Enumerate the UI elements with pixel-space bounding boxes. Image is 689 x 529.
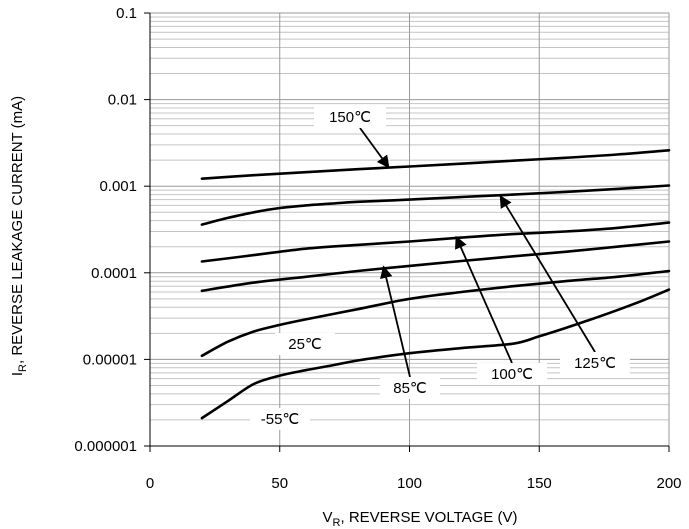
series-line [200, 184, 671, 226]
annotation-label: 25℃ [288, 336, 322, 353]
annotation-label: 85℃ [393, 380, 427, 397]
annotation-label: 150℃ [329, 109, 371, 126]
annotation-box [250, 408, 310, 430]
x-tick-label: 50 [271, 475, 288, 492]
annotation-box [275, 333, 335, 355]
x-axis-title: VR, REVERSE VOLTAGE (V) [323, 509, 518, 529]
axes: 0.000001 0.00001 0.0001 0.001 0.01 0.1 0 50 100 1… [74, 5, 681, 492]
annotation-box [560, 352, 630, 374]
annotation-box [477, 363, 547, 385]
y-tick-label: 0.0001 [91, 265, 137, 282]
series-line [200, 221, 671, 263]
x-tick-label: 200 [656, 475, 681, 492]
annotation-box [380, 377, 440, 399]
y-tick-label: 0.000001 [74, 438, 137, 455]
annotation-arrow [455, 235, 513, 364]
annotation-arrow [359, 127, 390, 169]
series-line [200, 288, 671, 420]
series-line [200, 240, 671, 293]
x-tick-label: 150 [527, 475, 552, 492]
y-tick-label: 0.01 [108, 92, 137, 109]
annotations: 150℃ 125℃ 100℃ 85℃ 25℃ -55℃ [250, 106, 630, 430]
x-tick-label: 0 [146, 475, 154, 492]
y-tick-label: 0.00001 [83, 351, 137, 368]
annotation-arrow [380, 265, 411, 378]
y-tick-label: 0.1 [116, 5, 137, 22]
x-tick-label: 100 [397, 475, 422, 492]
annotation-arrow [499, 194, 596, 353]
annotation-label: 100℃ [491, 366, 533, 383]
annotation-label: -55℃ [261, 411, 300, 428]
series-line [200, 269, 671, 358]
annotation-box [314, 106, 386, 128]
series-line [200, 149, 671, 180]
y-tick-label: 0.001 [99, 178, 137, 195]
annotation-label: 125℃ [574, 355, 616, 372]
series-lines [200, 149, 671, 420]
y-axis-title: IR, REVERSE LEAKAGE CURRENT (mA) [9, 96, 29, 376]
